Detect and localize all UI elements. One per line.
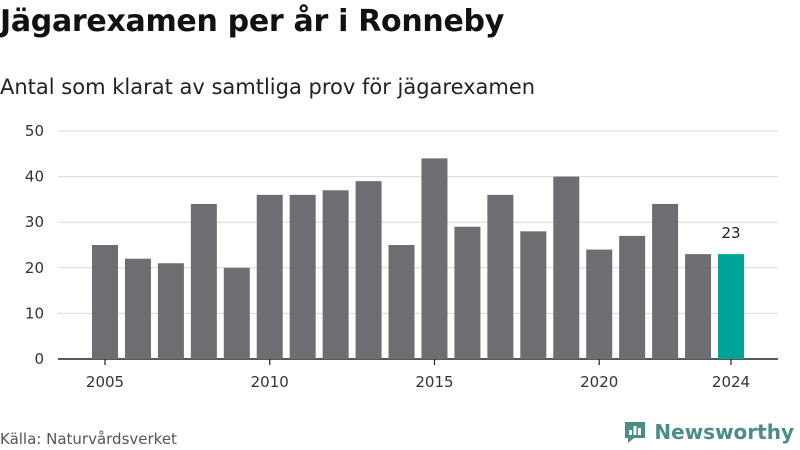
x-tick-label: 2020: [580, 373, 618, 391]
y-tick-label: 30: [25, 213, 44, 231]
bar: [92, 245, 118, 359]
bar-highlight: [718, 254, 744, 359]
bar: [223, 267, 250, 359]
bars: [92, 158, 744, 359]
brand-logo: Newsworthy: [622, 419, 794, 445]
bar: [421, 158, 448, 359]
x-tick-label: 2024: [712, 373, 750, 391]
bar: [355, 181, 382, 359]
data-labels: 23: [721, 224, 740, 242]
bar: [487, 194, 514, 359]
bar: [685, 254, 712, 359]
bar: [586, 249, 613, 359]
bar: [157, 263, 184, 359]
chart-subtitle: Antal som klarat av samtliga prov för jä…: [0, 75, 536, 99]
x-tick-label: 2015: [415, 373, 453, 391]
newsworthy-logo-icon: [625, 422, 646, 443]
bar: [619, 235, 646, 359]
y-tick-label: 50: [25, 122, 44, 140]
bar: [256, 194, 283, 359]
bar: [652, 203, 679, 359]
bar: [553, 176, 580, 359]
y-axis-ticks: 0 10 20 30 40 50: [25, 122, 44, 368]
bar-chart: 0 10 20 30 40 50 2005 2010 2015 2020 2024 23: [25, 122, 778, 391]
bar: [190, 203, 217, 359]
brand-name: Newsworthy: [654, 420, 794, 444]
x-axis-ticks: 2005 2010 2015 2020 2024: [86, 359, 750, 391]
bar: [289, 194, 316, 359]
bar: [322, 190, 349, 359]
y-tick-label: 0: [34, 350, 44, 368]
chart-title: Jägarexamen per år i Ronneby: [0, 4, 504, 39]
bar: [454, 226, 481, 359]
y-tick-label: 10: [25, 304, 44, 322]
y-tick-label: 20: [25, 259, 44, 277]
x-tick-label: 2005: [86, 373, 124, 391]
bar: [124, 258, 151, 359]
highlight-value-label: 23: [721, 224, 740, 242]
bar: [520, 231, 547, 359]
x-tick-label: 2010: [251, 373, 289, 391]
y-tick-label: 40: [25, 168, 44, 186]
source-note: Källa: Naturvårdsverket: [0, 430, 177, 448]
bar: [388, 245, 415, 359]
